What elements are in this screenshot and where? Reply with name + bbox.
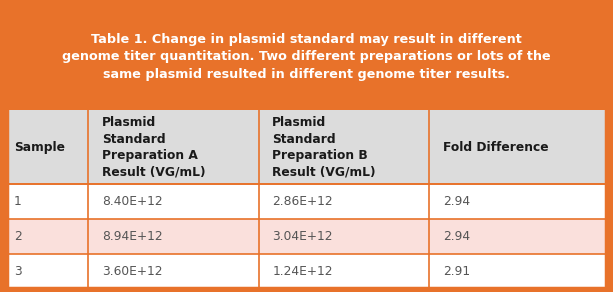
- Text: 1.24E+12: 1.24E+12: [272, 265, 333, 278]
- Text: 2.86E+12: 2.86E+12: [272, 195, 333, 208]
- Text: 3.60E+12: 3.60E+12: [102, 265, 162, 278]
- Bar: [7, 4, 606, 110]
- Text: 2.91: 2.91: [443, 265, 470, 278]
- Text: 8.40E+12: 8.40E+12: [102, 195, 162, 208]
- Text: 8.94E+12: 8.94E+12: [102, 230, 162, 243]
- Text: Fold Difference: Fold Difference: [443, 141, 549, 154]
- Bar: [7, 184, 606, 219]
- Text: 2.94: 2.94: [443, 195, 470, 208]
- Text: Plasmid
Standard
Preparation A
Result (VG/mL): Plasmid Standard Preparation A Result (V…: [102, 116, 205, 179]
- Text: 1: 1: [14, 195, 21, 208]
- Text: Sample: Sample: [14, 141, 65, 154]
- Text: 2.94: 2.94: [443, 230, 470, 243]
- Bar: [7, 254, 606, 288]
- Text: Plasmid
Standard
Preparation B
Result (VG/mL): Plasmid Standard Preparation B Result (V…: [272, 116, 376, 179]
- Text: 2: 2: [14, 230, 21, 243]
- Text: 3.04E+12: 3.04E+12: [272, 230, 333, 243]
- Text: Table 1. Change in plasmid standard may result in different
genome titer quantit: Table 1. Change in plasmid standard may …: [62, 33, 551, 81]
- Text: 3: 3: [14, 265, 21, 278]
- Bar: [7, 110, 606, 184]
- Bar: [7, 219, 606, 254]
